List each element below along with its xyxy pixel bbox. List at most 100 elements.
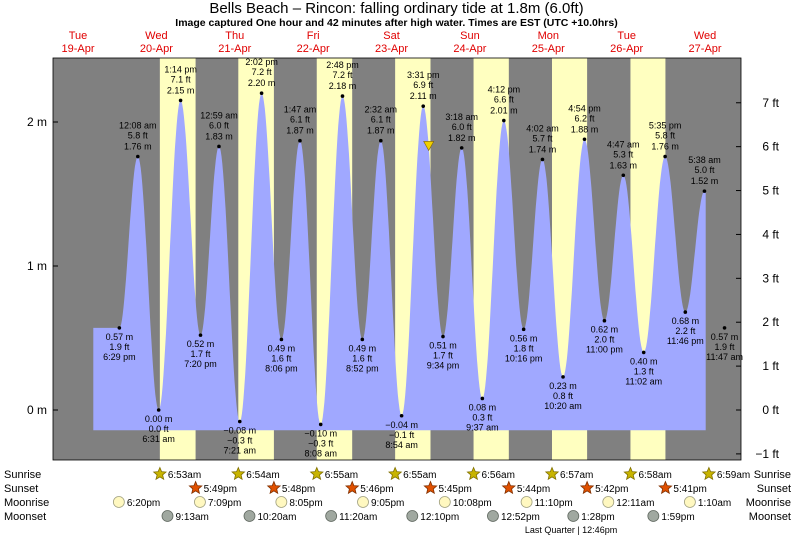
day-name-label: Thu <box>225 30 244 42</box>
legend-event-time: 5:46pm <box>360 484 393 495</box>
tide-time: 4:02 am <box>526 123 559 133</box>
tide-metres: 2.20 m <box>248 78 276 88</box>
sunrise-icon <box>466 466 481 481</box>
moonset-icon <box>567 510 580 522</box>
high-tide-label: 4:54 pm6.2 ft1.88 m <box>568 103 601 134</box>
chart-subtitle: Image captured One hour and 42 minutes a… <box>175 17 617 29</box>
high-tide-label: 4:12 pm6.6 ft2.01 m <box>488 85 521 116</box>
high-tide-label: 1:47 am6.1 ft1.87 m <box>284 105 317 136</box>
low-tide-dot <box>399 413 404 418</box>
moonset-icon <box>325 510 338 522</box>
tide-metres: 2.15 m <box>167 85 195 95</box>
high-tide-label: 5:35 pm5.8 ft1.76 m <box>649 121 682 152</box>
tide-feet: 6.1 ft <box>371 115 392 125</box>
tide-time: 12:59 am <box>200 110 238 120</box>
legend-event-time: 8:05pm <box>289 498 322 509</box>
tide-metres: 0.08 m <box>469 402 497 412</box>
tide-time: 12:08 am <box>119 121 157 131</box>
moonset-icon <box>243 510 256 522</box>
sunset-icon <box>188 480 203 495</box>
moonset-icon <box>161 510 174 522</box>
low-tide-dot <box>480 396 485 401</box>
day-date-label: 25-Apr <box>532 43 565 55</box>
tide-feet: 1.6 ft <box>352 353 373 363</box>
low-tide-dot <box>521 327 526 332</box>
high-tide-dot <box>217 144 221 149</box>
tide-feet: 5.7 ft <box>532 133 553 143</box>
tide-metres: 0.40 m <box>630 356 658 366</box>
low-tide-dot <box>441 334 445 339</box>
tide-time: 4:54 pm <box>568 103 601 113</box>
sunset-icon <box>423 480 438 495</box>
legend-event-time: 1:10am <box>698 498 731 509</box>
low-tide-label: 0.00 m0.0 ft6:31 am <box>142 414 175 444</box>
tide-metres: −0.04 m <box>385 420 418 430</box>
low-tide-label: 0.49 m1.6 ft8:06 pm <box>265 343 298 373</box>
right-axis-tick-label: 6 ft <box>762 140 779 154</box>
moonset-icon <box>406 510 419 522</box>
legend-row: Sunrise Sunrise 6:53am 6:54am 6:55am 6:55am 6:… <box>4 469 791 481</box>
tide-time: 9:37 am <box>466 422 499 432</box>
tide-time: 1:47 am <box>284 105 317 115</box>
high-tide-dot <box>340 94 345 98</box>
legend-row-label-right: Sunset <box>757 483 791 495</box>
tide-feet: 5.8 ft <box>128 131 149 141</box>
tide-feet: 1.8 ft <box>514 343 535 353</box>
tide-metres: 1.63 m <box>610 160 638 170</box>
axes: 2 m 1 m 0 m 7 ft 6 ft 5 ft 4 ft 3 ft 2 ft 1 ft 0 f… <box>27 57 780 461</box>
day-name-label: Tue <box>617 30 636 42</box>
tide-time: 11:47 am <box>706 352 743 362</box>
high-tide-label: 3:31 pm6.9 ft2.11 m <box>407 70 440 101</box>
low-tide-label: −0.04 m−0.1 ft8:54 am <box>385 420 418 450</box>
day-labels: Tue19-AprWed20-AprThu21-AprFri22-AprSat2… <box>61 30 721 55</box>
high-tide-dot <box>378 138 383 143</box>
legend-row: Moonset Moonset 9:13am 10:20am 11:20am 12:10p… <box>4 511 791 523</box>
legend-event-time: 11:10pm <box>535 498 573 509</box>
legend-row-label-left: Moonset <box>4 511 46 523</box>
sunrise-icon <box>152 466 167 481</box>
tide-metres: 0.68 m <box>672 316 700 326</box>
moonset-icon <box>647 510 660 522</box>
day-name-label: Fri <box>307 30 320 42</box>
sunset-icon <box>345 480 360 495</box>
day-name-label: Tue <box>69 30 88 42</box>
tide-metres: 0.49 m <box>349 343 377 353</box>
tide-time: 6:29 pm <box>103 352 136 362</box>
moonrise-icon <box>357 496 369 508</box>
tide-time: 3:31 pm <box>407 70 440 80</box>
day-date-label: 26-Apr <box>610 43 643 55</box>
right-axis-tick-label: 4 ft <box>762 227 779 241</box>
tide-feet: 0.0 ft <box>149 424 170 434</box>
tide-feet: −0.1 ft <box>389 430 415 440</box>
day-date-label: 20-Apr <box>140 43 173 55</box>
high-tide-dot <box>259 91 264 95</box>
tide-metres: 2.18 m <box>329 81 357 91</box>
tide-feet: 7.2 ft <box>332 70 353 80</box>
high-tide-dot <box>582 137 587 142</box>
tide-metres: 2.11 m <box>410 91 437 101</box>
tide-time: 3:18 am <box>445 112 478 122</box>
right-axis-tick-label: 7 ft <box>762 96 779 110</box>
tide-feet: 0.3 ft <box>472 412 493 422</box>
day-date-label: 22-Apr <box>297 43 330 55</box>
right-axis-tick-label: 5 ft <box>762 184 779 198</box>
high-tide-dot <box>663 154 667 159</box>
legend-event-time: 6:53am <box>168 470 201 481</box>
plot-frame <box>52 57 742 461</box>
legend-event-time: 5:48pm <box>282 484 315 495</box>
moonrise-icon <box>438 496 451 508</box>
low-tide-label: −0.08 m−0.3 ft7:21 am <box>223 426 256 456</box>
low-tide-label: 0.49 m1.6 ft8:52 pm <box>346 343 379 373</box>
tide-metres: 0.57 m <box>711 332 739 342</box>
tide-time: 10:16 pm <box>505 353 543 363</box>
legend-event-time: 6:58am <box>638 470 671 481</box>
tide-time: 11:46 pm <box>667 336 704 346</box>
tide-feet: 7.1 ft <box>171 74 192 84</box>
tide-feet: 6.1 ft <box>290 115 311 125</box>
tide-time: 6:31 am <box>142 434 175 444</box>
tide-feet: 2.0 ft <box>594 335 615 345</box>
moonrise-icon <box>194 496 206 508</box>
legend-event-time: 9:13am <box>175 512 208 523</box>
